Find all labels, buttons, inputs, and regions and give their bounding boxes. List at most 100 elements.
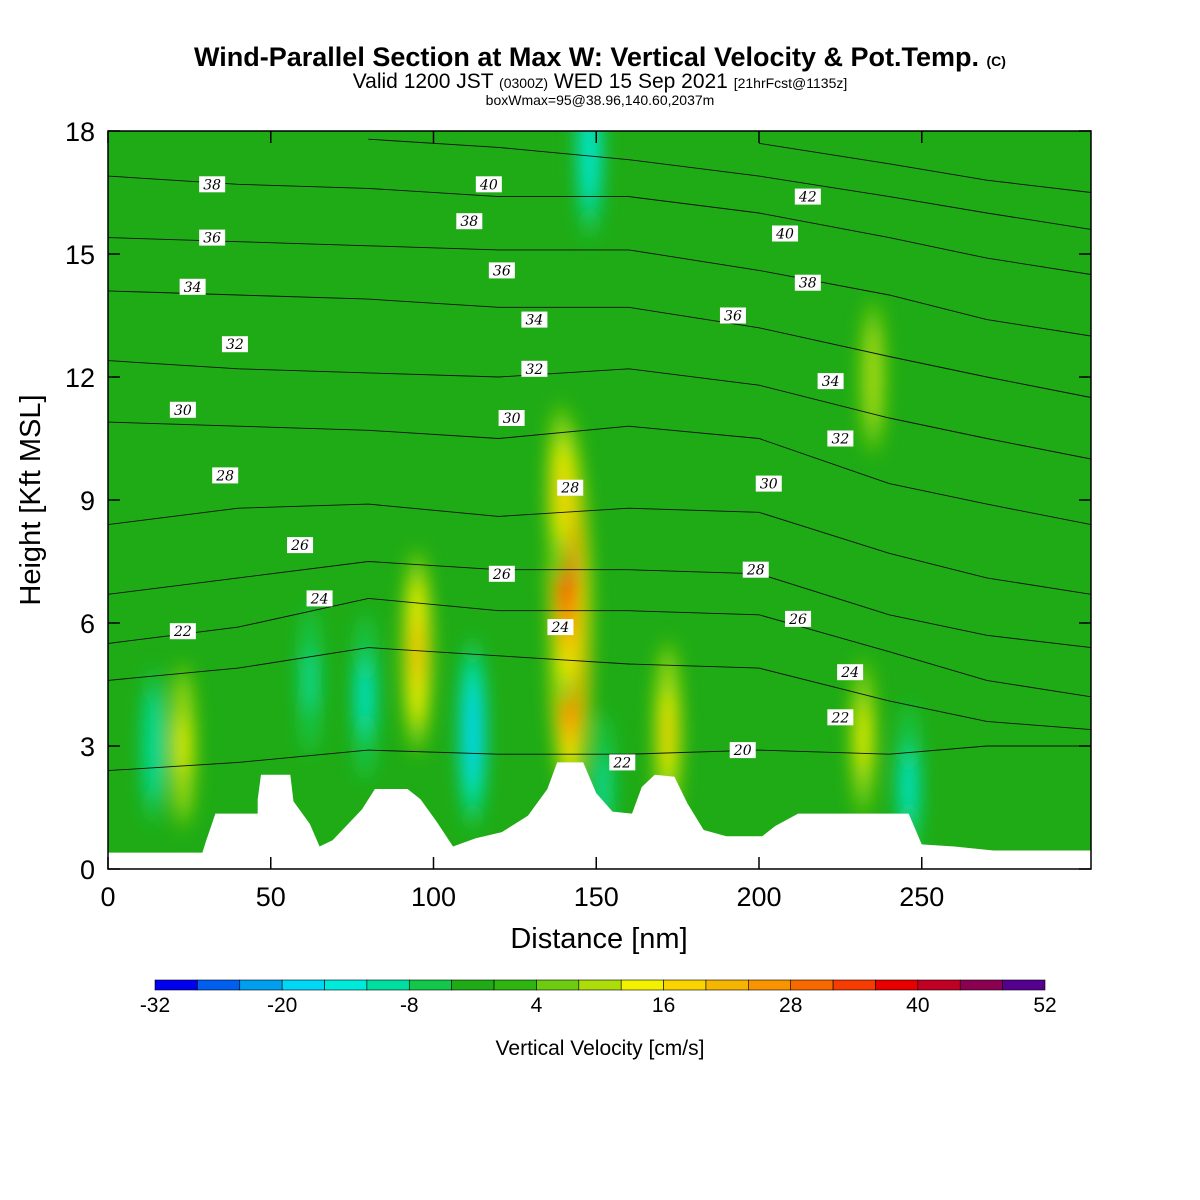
- contour-label-text: 20: [733, 743, 752, 759]
- theta-contour-22: [108, 647, 1091, 731]
- theta-contour-20: [108, 745, 1091, 772]
- w-feature-12-level-3: [903, 758, 914, 816]
- contour-label: 34: [521, 311, 548, 329]
- colorbar-label: Vertical Velocity [cm/s]: [495, 1037, 705, 1060]
- w-feature-11-level-2: [147, 713, 160, 779]
- theta-contour-42: [758, 142, 1091, 193]
- theta-contour-30: [108, 421, 1091, 526]
- x-axis-label: Distance [nm]: [510, 923, 687, 955]
- colorbar-swatch: [790, 979, 834, 991]
- colorbar-swatch: [620, 979, 664, 991]
- contour-label-text: 32: [831, 432, 849, 448]
- contour-label-text: 32: [226, 337, 244, 353]
- contour-label-text: 36: [203, 231, 221, 247]
- contour-label-text: 38: [460, 214, 478, 230]
- contour-label: 28: [212, 467, 239, 484]
- terrain: [108, 762, 1091, 869]
- contour-label: 22: [169, 623, 196, 640]
- valid-prefix: Valid 1200 JST: [352, 70, 494, 93]
- chart-subtitle: Valid 1200 JST (0300Z) WED 15 Sep 2021 […: [0, 70, 1200, 95]
- contour-label: 20: [729, 742, 756, 759]
- contour-label: 38: [794, 274, 821, 292]
- contour-label: 38: [199, 176, 226, 193]
- colorbar-swatch: [324, 979, 368, 991]
- colorbar-tick-label: 40: [906, 994, 929, 1017]
- chart-title: Wind-Parallel Section at Max W: Vertical…: [0, 42, 1200, 72]
- valid-utc: (0300Z): [499, 75, 549, 91]
- contour-label-text: 36: [493, 263, 511, 279]
- theta-contour-24: [108, 597, 1091, 698]
- contour-label-text: 24: [310, 591, 329, 607]
- contour-label: 28: [557, 479, 584, 497]
- colorbar-swatch: [408, 979, 452, 991]
- w-feature-7-level-2: [867, 344, 879, 410]
- contour-label-text: 34: [525, 313, 543, 329]
- contour-label: 30: [169, 401, 196, 419]
- contour-label-text: 22: [612, 755, 631, 771]
- theta-contour-28: [108, 503, 1091, 595]
- w-feature-4-level-4: [662, 707, 673, 761]
- theta-contours: [108, 138, 1091, 772]
- colorbar-swatch: [917, 979, 961, 991]
- contour-label-text: 32: [525, 362, 543, 378]
- colorbar-swatch: [281, 979, 325, 991]
- w-feature-8-level-4: [467, 706, 478, 762]
- w-feature-9-level-3: [359, 668, 371, 726]
- contour-label: 36: [488, 262, 515, 279]
- contour-label-text: 38: [203, 177, 221, 193]
- colorbar-tick-label: -8: [400, 994, 419, 1017]
- theta-contour-26: [108, 561, 1091, 649]
- colorbar: -32 -20 -8 4 16 28 40 52: [140, 979, 1057, 1017]
- colorbar-swatch: [663, 979, 707, 991]
- y-tick-label: 12: [65, 363, 95, 393]
- contour-labels: 38 36 34 32 30 28 26 24 22 40 38 36 34 32 30 28 26 24 22 42…: [169, 176, 864, 771]
- x-tick-label: 150: [574, 882, 619, 912]
- y-tick-label: 18: [65, 117, 95, 147]
- contour-label-text: 26: [492, 567, 511, 583]
- contour-label: 36: [719, 307, 746, 325]
- contour-label: 32: [521, 360, 548, 378]
- contour-label-text: 36: [724, 309, 742, 325]
- contour-label-text: 28: [560, 481, 579, 497]
- colorbar-tick-label: -32: [140, 994, 170, 1017]
- contour-label-text: 38: [799, 276, 817, 292]
- y-tick-label: 9: [80, 486, 95, 516]
- y-axis-label: Height [Kft MSL]: [15, 394, 47, 605]
- x-tick-label: 250: [899, 882, 944, 912]
- w-feature-6-level-2: [857, 704, 870, 771]
- colorbar-swatch: [366, 979, 410, 991]
- contour-label: 24: [837, 664, 864, 681]
- y-tick-label: 15: [65, 240, 95, 270]
- valid-date: WED 15 Sep 2021: [553, 70, 728, 93]
- contour-label: 34: [817, 373, 844, 390]
- colorbar-swatch: [959, 979, 1003, 991]
- contour-label-text: 34: [184, 280, 202, 296]
- colorbar-swatch: [705, 979, 749, 991]
- contour-label-text: 42: [798, 190, 817, 206]
- contour-label: 26: [488, 565, 515, 583]
- colorbar-swatch: [748, 979, 792, 991]
- colorbar-swatch: [1002, 979, 1046, 991]
- contour-label: 30: [498, 410, 525, 427]
- colorbar-swatch: [536, 979, 580, 991]
- contour-label: 28: [742, 561, 769, 579]
- contour-label-text: 22: [173, 624, 192, 640]
- plot-area: 38 36 34 32 30 28 26 24 22 40 38 36 34 32 30 28 26 24 22 42…: [108, 131, 1091, 869]
- contour-label: 32: [827, 430, 854, 448]
- w-feature-3-level-5: [412, 626, 423, 678]
- colorbar-tick-label: -20: [267, 994, 297, 1017]
- contour-label: 40: [772, 225, 799, 243]
- contour-label-text: 24: [840, 665, 859, 681]
- y-tick-label: 3: [80, 732, 95, 762]
- w-feature-10-level-2: [304, 649, 316, 712]
- colorbar-swatch: [197, 979, 241, 991]
- x-tick-label: 50: [256, 882, 286, 912]
- contour-label-text: 34: [822, 374, 840, 390]
- contour-label: 26: [287, 537, 314, 554]
- colorbar-swatch: [493, 979, 537, 991]
- forecast-info: [21hrFcst@1135z]: [733, 75, 848, 91]
- contour-label-text: 30: [760, 477, 778, 493]
- theta-contour-34: [108, 290, 1091, 398]
- contour-label-text: 26: [788, 612, 807, 628]
- theta-contour-38: [108, 175, 1091, 275]
